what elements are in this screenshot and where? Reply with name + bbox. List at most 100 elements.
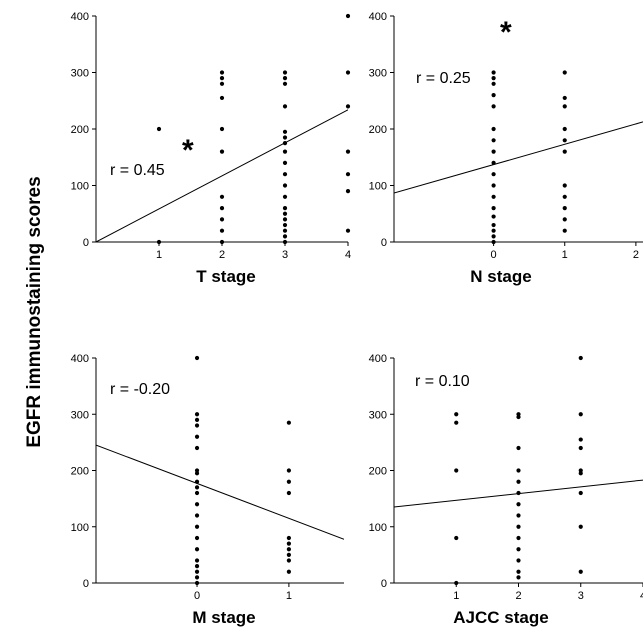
data-point [491, 206, 496, 211]
data-point [282, 81, 288, 86]
data-point [219, 194, 225, 199]
data-point [282, 160, 288, 165]
data-point [491, 160, 496, 165]
data-point [491, 81, 496, 86]
y-tick-label: 400 [71, 11, 89, 23]
data-point [194, 575, 200, 580]
data-point [282, 172, 288, 177]
x-tick-label: 1 [562, 249, 568, 261]
y-tick-label: 200 [369, 466, 387, 478]
data-point [194, 569, 200, 574]
data-point [194, 524, 200, 529]
x-tick-label: 4 [345, 249, 351, 261]
data-point [194, 445, 200, 451]
data-point [491, 183, 496, 188]
y-tick-label: 0 [381, 578, 387, 590]
data-point [491, 126, 496, 132]
data-point [219, 149, 225, 154]
data-point [286, 479, 291, 484]
y-tick-label: 200 [71, 466, 89, 478]
y-axis-title: EGFR immunostaining scores [24, 176, 45, 447]
panel-n: 0 100 200 300 400 0 1 2 N stage r = 0.25 * [369, 11, 643, 286]
y-tick-label: 100 [71, 522, 89, 534]
data-point [282, 70, 288, 75]
data-point [516, 569, 521, 574]
y-tick-label: 300 [369, 409, 387, 421]
data-point [282, 228, 288, 233]
data-point [286, 535, 291, 541]
data-point [194, 434, 200, 439]
data-point [282, 194, 288, 199]
data-point [491, 194, 496, 199]
data-point [491, 239, 496, 245]
x-axis-title: M stage [192, 608, 255, 627]
y-tick-label: 100 [369, 181, 387, 193]
data-point [491, 228, 496, 233]
data-point [562, 194, 567, 199]
data-point [516, 412, 521, 417]
data-point [219, 217, 225, 222]
data-point [562, 70, 567, 75]
x-axis-title: N stage [470, 267, 531, 286]
x-tick-label: 2 [633, 249, 639, 261]
data-point [516, 445, 521, 451]
y-tick-label: 0 [381, 237, 387, 249]
data-point [345, 104, 351, 109]
data-point [562, 217, 567, 222]
data-point [194, 417, 200, 422]
data-point [282, 234, 288, 239]
data-point [516, 547, 521, 552]
data-point [578, 355, 583, 361]
data-point [282, 239, 288, 245]
data-point [194, 564, 200, 569]
data-point [282, 217, 288, 222]
data-point [578, 437, 583, 442]
data-point [491, 234, 496, 239]
data-point [562, 95, 567, 101]
correlation-label: r = -0.20 [110, 381, 170, 398]
data-point [562, 206, 567, 211]
data-point [516, 558, 521, 563]
y-tick-label: 200 [71, 124, 89, 136]
data-point [194, 479, 200, 484]
data-point [345, 70, 351, 75]
data-point [156, 126, 162, 132]
data-point [194, 513, 200, 518]
data-point [194, 502, 200, 507]
regression-line [96, 444, 344, 540]
data-point [491, 70, 496, 75]
data-point [516, 502, 521, 507]
data-point [282, 149, 288, 154]
data-point [516, 490, 521, 496]
x-tick-label: 2 [219, 249, 225, 261]
y-tick-label: 100 [369, 522, 387, 534]
regression-line [394, 121, 643, 194]
panel-ajcc: 0 100 200 300 400 1 2 3 4 AJCC stage r = 0.10 [369, 353, 643, 627]
data-point [491, 172, 496, 177]
data-point [491, 93, 496, 98]
data-point [562, 104, 567, 109]
data-point [286, 420, 291, 425]
x-tick-label: 1 [286, 590, 292, 602]
data-point [194, 468, 200, 473]
y-tick-label: 300 [71, 409, 89, 421]
data-point [345, 189, 351, 194]
data-point [282, 222, 288, 228]
data-point [194, 580, 200, 586]
data-point [219, 126, 225, 132]
data-point [578, 524, 583, 529]
data-point [345, 149, 351, 154]
y-tick-label: 300 [71, 68, 89, 80]
data-point [286, 569, 291, 574]
data-point [194, 423, 200, 428]
data-point [219, 70, 225, 75]
data-point [219, 206, 225, 211]
correlation-label: r = 0.10 [415, 373, 470, 390]
data-point [516, 513, 521, 518]
data-point [491, 222, 496, 228]
y-tick-label: 400 [369, 353, 387, 365]
data-point [491, 138, 496, 143]
data-point [562, 228, 567, 233]
data-point [219, 239, 225, 245]
